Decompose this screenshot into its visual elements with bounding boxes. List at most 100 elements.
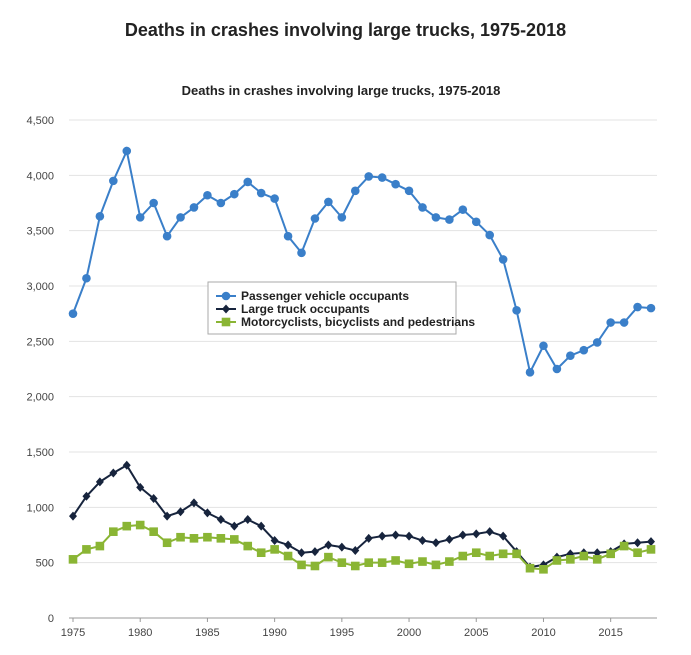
data-point — [552, 556, 562, 565]
y-tick-label: 3,500 — [26, 226, 54, 238]
data-point — [458, 530, 467, 540]
series-group — [68, 146, 656, 574]
data-point — [149, 527, 158, 536]
legend-marker — [221, 317, 231, 327]
data-point — [82, 491, 91, 501]
data-point — [324, 540, 333, 550]
data-point — [176, 213, 185, 222]
data-point — [216, 534, 226, 543]
data-point — [230, 535, 239, 544]
data-point — [377, 558, 387, 567]
data-point — [445, 534, 454, 544]
x-tick-label: 1975 — [61, 627, 85, 639]
data-point — [458, 551, 468, 561]
data-point — [592, 555, 602, 564]
data-point — [539, 341, 548, 351]
data-point — [364, 172, 374, 181]
legend-label: Large truck occupants — [241, 302, 370, 316]
y-tick-label: 1,000 — [26, 502, 54, 514]
data-point — [579, 345, 589, 355]
data-point — [405, 531, 414, 541]
page-title: Deaths in crashes involving large trucks… — [124, 20, 567, 40]
data-point — [485, 527, 494, 537]
data-point — [68, 555, 78, 564]
x-tick-label: 2005 — [464, 627, 488, 639]
data-point — [216, 515, 225, 525]
legend-box — [207, 281, 457, 335]
data-point — [471, 217, 481, 227]
y-tick-label: 4,500 — [26, 115, 54, 127]
y-tick-label: 1,500 — [26, 447, 54, 459]
data-point — [566, 555, 575, 564]
data-point — [109, 176, 118, 186]
data-point — [149, 493, 158, 503]
data-point — [579, 551, 589, 561]
data-point — [633, 538, 642, 548]
series-vulnerable-road-users — [68, 520, 656, 574]
data-point — [109, 468, 118, 478]
data-point — [95, 477, 104, 487]
series-line — [72, 149, 652, 374]
data-point — [431, 560, 441, 570]
data-point — [189, 534, 199, 543]
data-point — [418, 203, 427, 212]
data-point — [109, 527, 118, 536]
data-point — [270, 194, 279, 203]
data-point — [270, 545, 279, 554]
data-point — [297, 248, 306, 258]
data-point — [310, 561, 320, 571]
series-line — [72, 464, 652, 569]
y-tick-label: 2,500 — [26, 336, 54, 348]
legend-label: Passenger vehicle occupants — [241, 289, 409, 303]
data-point — [324, 197, 333, 207]
data-point — [337, 558, 347, 567]
data-point — [418, 536, 427, 546]
data-point — [189, 498, 198, 508]
data-point — [431, 213, 441, 222]
data-point — [284, 540, 293, 550]
data-point — [647, 537, 655, 547]
data-point — [606, 549, 615, 559]
data-point — [203, 190, 212, 200]
data-point — [525, 368, 535, 377]
data-point — [122, 521, 132, 531]
x-tick-label: 2010 — [531, 627, 555, 639]
data-point — [525, 563, 535, 573]
grid-lines — [69, 119, 657, 564]
data-point — [95, 541, 105, 551]
data-point — [391, 179, 400, 189]
data-point — [257, 521, 266, 531]
data-point — [512, 549, 521, 559]
data-point — [350, 186, 360, 196]
data-point — [592, 338, 602, 347]
data-point — [230, 189, 239, 199]
data-point — [391, 530, 400, 540]
chart-title: Deaths in crashes involving large trucks… — [182, 83, 501, 98]
y-tick-label: 0 — [48, 613, 54, 625]
data-point — [552, 364, 562, 374]
data-point — [431, 538, 440, 548]
axes: 0 500 1,000 1,500 2,000 2,500 3,000 3,500 4,000 4… — [26, 115, 657, 639]
legend-marker — [221, 291, 231, 301]
data-point — [337, 213, 347, 222]
data-point — [203, 508, 212, 518]
data-point — [633, 548, 642, 558]
data-point — [619, 318, 629, 327]
x-tick-label: 1980 — [128, 627, 152, 639]
data-point — [619, 541, 629, 551]
data-point — [378, 531, 387, 541]
data-point — [310, 547, 319, 557]
series-large-truck — [69, 460, 655, 572]
data-point — [68, 309, 78, 318]
y-tick-label: 4,000 — [26, 170, 54, 182]
data-point — [472, 529, 481, 539]
data-point — [243, 541, 253, 551]
data-point — [243, 515, 252, 525]
x-tick-label: 1995 — [330, 627, 354, 639]
data-point — [364, 533, 373, 543]
data-point — [337, 542, 346, 552]
data-point — [606, 318, 615, 327]
legend-marker — [222, 304, 230, 314]
